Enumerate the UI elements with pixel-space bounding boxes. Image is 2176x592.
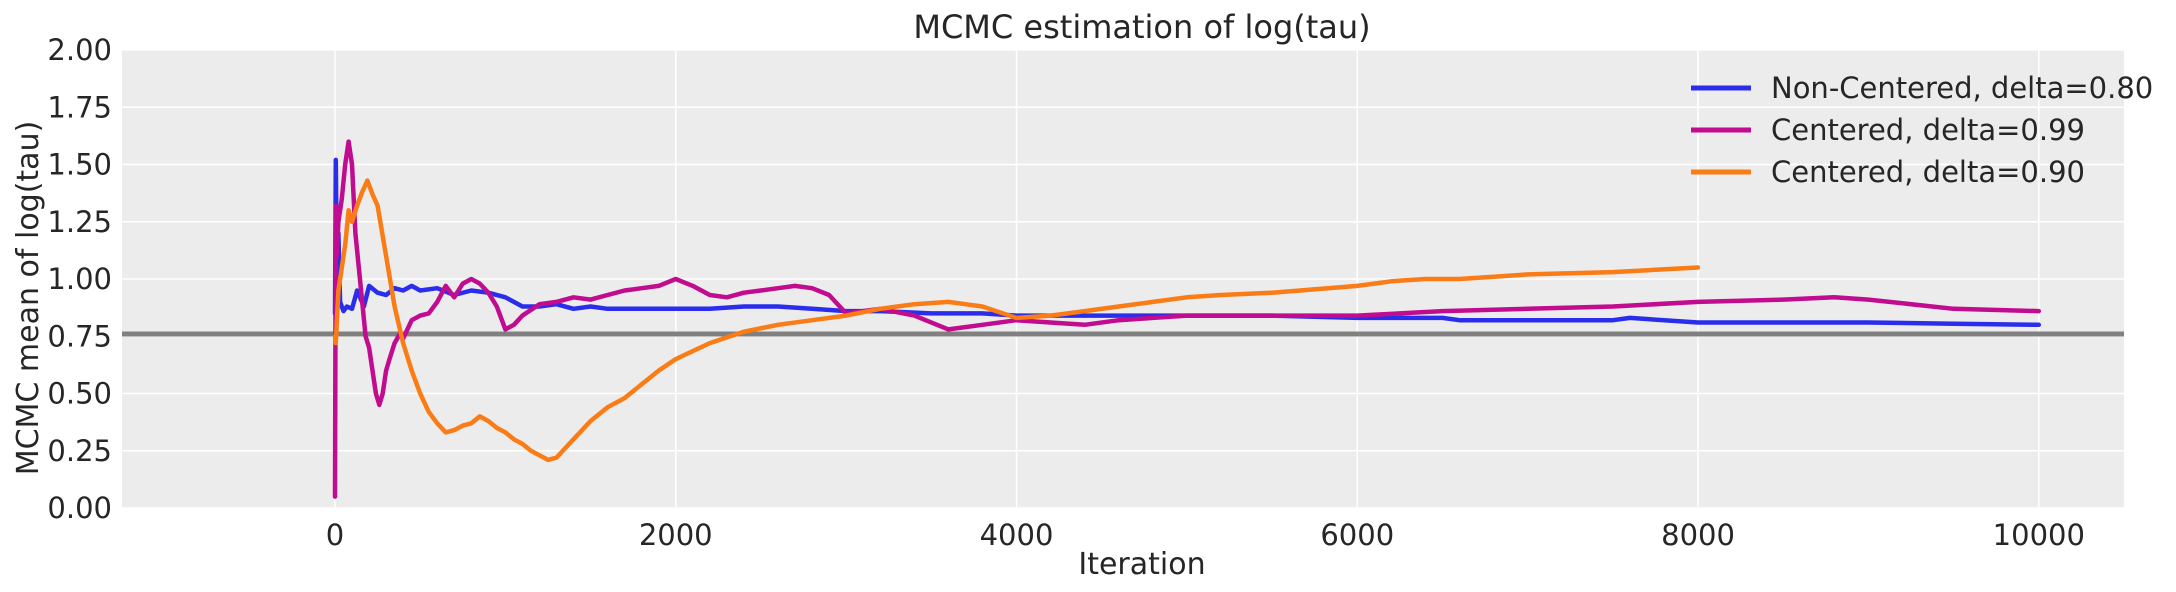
x-tick-label: 2000: [639, 518, 713, 552]
series-line-centered-090: [332, 178, 1701, 463]
y-tick-label: 1.75: [47, 90, 112, 124]
y-tick-label: 1.00: [47, 262, 112, 296]
legend: Non-Centered, delta=0.80 Centered, delta…: [1691, 71, 2153, 189]
legend-label-centered-099: Centered, delta=0.99: [1771, 113, 2085, 147]
x-tick-label: 8000: [1661, 518, 1735, 552]
series-lines: [332, 139, 2042, 499]
chart-title: MCMC estimation of log(tau): [913, 8, 1370, 46]
y-tick-labels: 0.00 0.25 0.50 0.75 1.00 1.25 1.50 1.75 2.00: [47, 33, 112, 525]
y-tick-label: 1.25: [47, 205, 112, 239]
y-tick-label: 0.75: [47, 319, 112, 353]
series-line-centered-099: [332, 139, 2042, 499]
y-tick-label: 0.50: [47, 377, 112, 411]
y-tick-label: 2.00: [47, 33, 112, 67]
x-tick-label: 4000: [980, 518, 1054, 552]
legend-label-centered-090: Centered, delta=0.90: [1771, 155, 2085, 189]
y-tick-label: 1.50: [47, 148, 112, 182]
x-tick-label: 0: [326, 518, 344, 552]
y-axis-label: MCMC mean of log(tau): [11, 121, 46, 476]
y-tick-label: 0.00: [47, 491, 112, 525]
y-tick-label: 0.25: [47, 434, 112, 468]
x-tick-label: 6000: [1320, 518, 1394, 552]
x-tick-label: 10000: [1993, 518, 2085, 552]
x-axis-label: Iteration: [1078, 547, 1205, 582]
x-tick-labels: 0 2000 4000 6000 8000 10000: [326, 518, 2085, 552]
legend-label-non-centered: Non-Centered, delta=0.80: [1771, 71, 2153, 105]
